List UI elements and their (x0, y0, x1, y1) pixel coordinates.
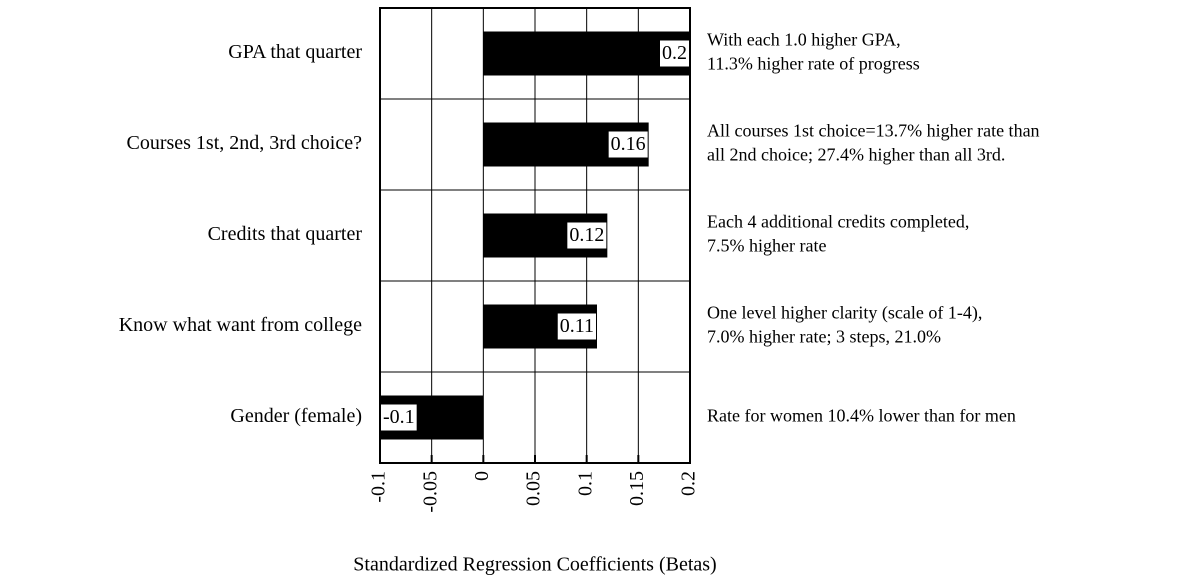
y-tick-label: Credits that quarter (208, 223, 363, 245)
annotation: 7.0% higher rate; 3 steps, 21.0% (707, 327, 941, 347)
x-tick-label: -0.1 (368, 471, 390, 503)
x-tick-label: 0.15 (626, 471, 648, 506)
annotation: 11.3% higher rate of progress (707, 54, 920, 74)
value-label-bg (567, 222, 607, 249)
x-tick-label: 0.1 (574, 471, 596, 496)
value-label: 0.12 (569, 224, 604, 246)
value-label-bg (381, 404, 417, 431)
annotation: Each 4 additional credits completed, (707, 212, 969, 232)
value-label-bg (557, 313, 596, 340)
x-tick-label: 0.2 (678, 471, 700, 496)
y-tick-label: Gender (female) (230, 405, 362, 427)
value-label-bg (608, 131, 648, 158)
x-tick-label: 0.05 (523, 471, 545, 506)
annotation: Rate for women 10.4% lower than for men (707, 406, 1016, 426)
value-label-bg (660, 40, 689, 67)
x-axis-title: Standardized Regression Coefficients (Be… (353, 554, 716, 576)
annotation: With each 1.0 higher GPA, (707, 30, 901, 50)
value-label: 0.11 (560, 315, 594, 337)
value-label: 0.2 (662, 42, 687, 64)
annotation: 7.5% higher rate (707, 236, 826, 256)
value-label: 0.16 (611, 133, 646, 155)
annotation: All courses 1st choice=13.7% higher rate… (707, 121, 1040, 141)
bar (483, 31, 690, 76)
value-label: -0.1 (383, 406, 415, 428)
x-tick-label: -0.05 (419, 471, 441, 513)
y-tick-label: Know what want from college (119, 314, 362, 336)
y-tick-label: Courses 1st, 2nd, 3rd choice? (126, 132, 362, 154)
annotation: One level higher clarity (scale of 1-4), (707, 303, 982, 324)
annotation: all 2nd choice; 27.4% higher than all 3r… (707, 145, 1005, 165)
y-tick-label: GPA that quarter (228, 41, 362, 63)
x-tick-label: 0 (471, 471, 493, 481)
